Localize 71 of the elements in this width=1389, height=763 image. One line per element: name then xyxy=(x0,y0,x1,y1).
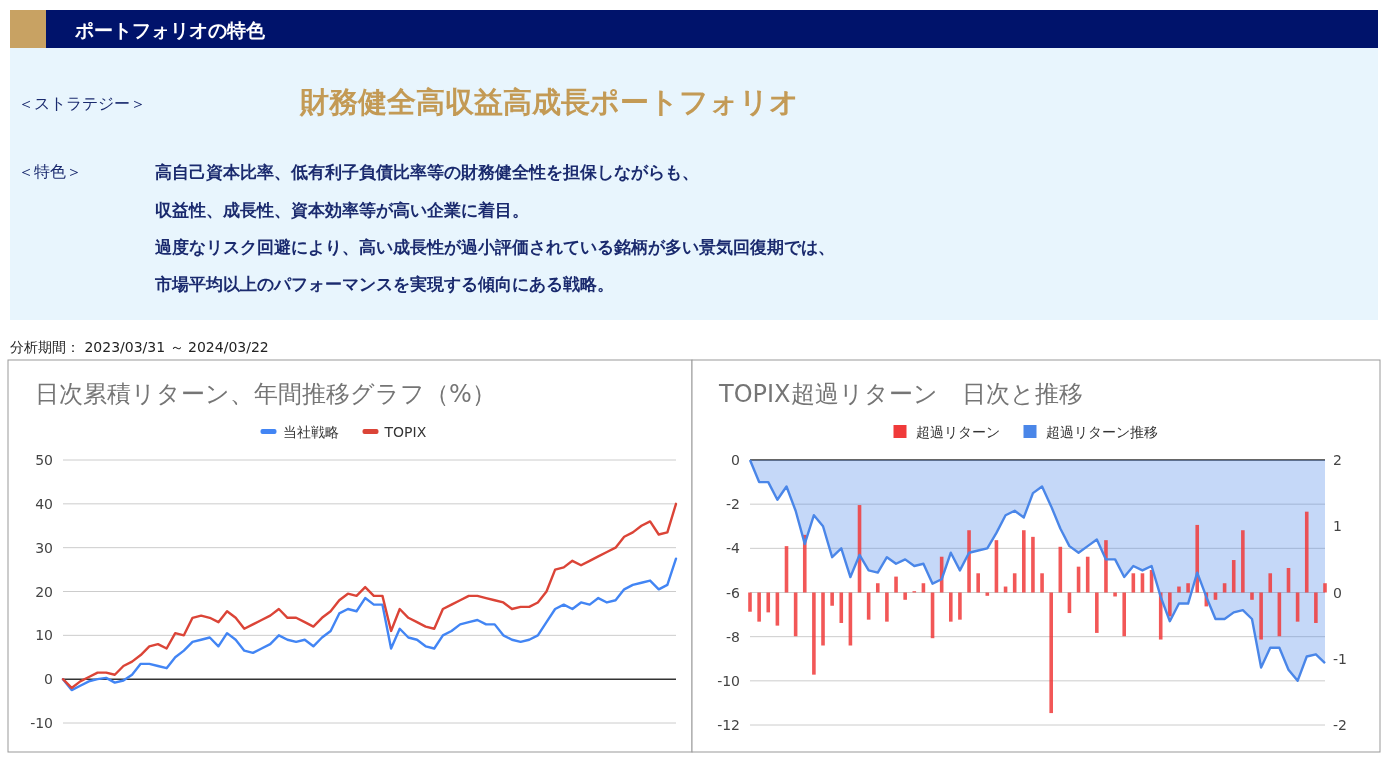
bar xyxy=(1268,573,1273,593)
text: 過度なリスク回避により、高い成長性が過小評価されている銘柄が多い景気回復期では、 xyxy=(154,237,835,257)
bar xyxy=(830,592,834,606)
bar xyxy=(839,592,844,623)
bar xyxy=(1177,586,1181,593)
text: 高自己資本比率、低有利子負債比率等の財務健全性を担保しながらも、 xyxy=(155,162,699,182)
bar xyxy=(894,576,898,593)
legend-label: 当社戦略 xyxy=(282,424,339,440)
y-tick-label: 0 xyxy=(44,671,53,688)
y2-tick-label: 0 xyxy=(1333,584,1342,601)
bar xyxy=(958,592,962,620)
legend-label: TOPIX xyxy=(383,424,427,440)
y-tick-label: -8 xyxy=(726,628,740,645)
y-tick-label: -10 xyxy=(717,672,740,689)
text: ポートフォリオの特色 xyxy=(74,19,266,41)
bar xyxy=(1259,592,1263,640)
bar xyxy=(1304,511,1309,593)
text: 収益性、成長性、資本効率等が高い企業に着目。 xyxy=(155,200,529,220)
y2-tick-label: 1 xyxy=(1333,518,1342,535)
bar xyxy=(1231,560,1236,593)
bar xyxy=(1241,530,1245,593)
chart-title: TOPIX超過リターン 日次と推移 xyxy=(718,380,1083,408)
bar xyxy=(748,592,752,612)
bar xyxy=(1323,583,1327,593)
legend-label: 超過リターン xyxy=(915,424,1000,440)
bar xyxy=(885,592,889,622)
line-series xyxy=(61,557,678,692)
bar xyxy=(1250,592,1254,600)
y-tick-label: 20 xyxy=(35,583,53,600)
y-tick-label: 50 xyxy=(35,452,53,468)
bar xyxy=(766,592,771,613)
bar xyxy=(1095,592,1099,633)
y-tick-label: -6 xyxy=(726,584,741,601)
y-tick-label: 0 xyxy=(731,452,740,468)
text: 財務健全高収益高成長ポートフォリオ xyxy=(299,85,799,119)
bar xyxy=(1186,583,1190,593)
bar xyxy=(1040,573,1044,593)
legend-label: 超過リターン推移 xyxy=(1045,424,1158,440)
y-tick-label: -2 xyxy=(726,496,740,513)
bar xyxy=(812,592,816,675)
bar xyxy=(1104,540,1108,593)
bar xyxy=(1314,592,1318,623)
bar xyxy=(967,530,971,593)
y-tick-label: -12 xyxy=(717,717,740,733)
bar xyxy=(1122,592,1126,637)
bar xyxy=(757,592,761,622)
bar xyxy=(1022,530,1026,593)
bar xyxy=(1049,592,1053,714)
bar xyxy=(976,573,980,593)
y2-tick-label: -2 xyxy=(1333,717,1347,733)
y-tick-label: -10 xyxy=(30,715,53,731)
y2-tick-label: 2 xyxy=(1333,452,1342,468)
bar xyxy=(903,592,907,600)
chart-title: 日次累積リターン、年間推移グラフ（%） xyxy=(35,380,496,408)
text: 市場平均以上のパフォーマンスを実現する傾向にある戦略。 xyxy=(154,274,614,294)
line-series xyxy=(61,502,678,690)
text: ＜特色＞ xyxy=(18,162,82,181)
bar xyxy=(1031,536,1035,593)
bar xyxy=(875,583,880,593)
bar xyxy=(1168,592,1172,617)
text: 分析期間： 2023/03/31 ～ 2024/03/22 xyxy=(10,339,269,355)
y-tick-label: 40 xyxy=(35,495,53,512)
bar xyxy=(949,592,953,622)
bar xyxy=(1222,583,1227,593)
text: ＜ストラテジー＞ xyxy=(18,94,146,113)
y-tick-label: 30 xyxy=(35,539,53,556)
bar xyxy=(821,592,825,646)
y-tick-label: 10 xyxy=(35,627,53,644)
y2-tick-label: -1 xyxy=(1333,650,1347,667)
y-tick-label: -4 xyxy=(726,540,741,557)
bar xyxy=(921,583,926,593)
